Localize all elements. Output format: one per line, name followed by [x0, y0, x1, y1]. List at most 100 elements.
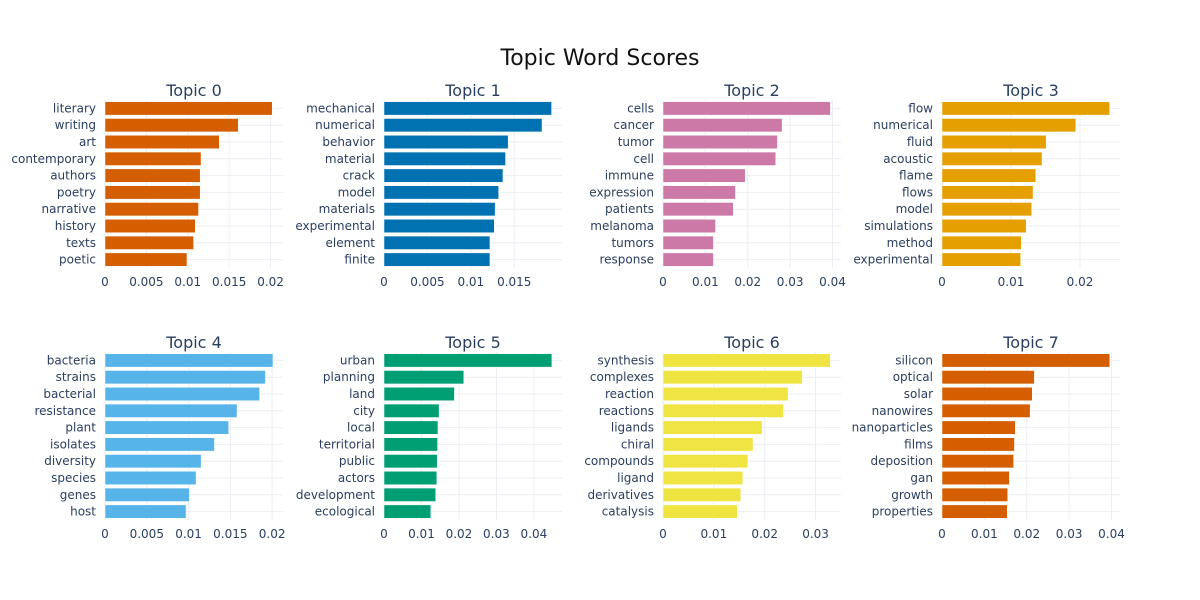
bar: [383, 471, 438, 485]
x-tick-label: 0: [101, 527, 109, 541]
bar: [662, 353, 831, 368]
bar: [662, 370, 803, 385]
x-tick-label: 0.01: [971, 527, 998, 541]
category-label: silicon: [895, 353, 933, 367]
bar: [662, 235, 714, 250]
category-label: material: [325, 152, 375, 166]
category-label: bacteria: [47, 353, 96, 367]
x-tick-label: 0.005: [130, 527, 164, 541]
category-label: species: [51, 471, 96, 485]
bar: [104, 202, 199, 217]
bar: [662, 202, 734, 217]
bar: [104, 353, 274, 368]
bar: [383, 487, 436, 502]
category-label: complexes: [590, 370, 654, 384]
bar: [662, 387, 789, 401]
bar: [104, 437, 215, 452]
bar: [662, 471, 744, 485]
category-label: crack: [343, 169, 375, 183]
x-tick-label: 0.02: [446, 527, 473, 541]
bar: [383, 135, 509, 149]
category-label: experimental: [853, 253, 933, 267]
bar: [941, 387, 1033, 401]
panel-title: Topic 7: [1002, 333, 1059, 352]
category-label: development: [296, 488, 375, 502]
bar: [104, 403, 238, 418]
bar: [383, 504, 432, 519]
category-label: chiral: [621, 437, 654, 451]
bar: [104, 454, 202, 469]
category-label: simulations: [864, 219, 933, 233]
category-label: numerical: [873, 118, 933, 132]
bar: [941, 235, 1022, 250]
category-label: art: [79, 135, 96, 149]
bar: [383, 420, 439, 435]
category-label: reactions: [599, 404, 654, 418]
bar: [662, 185, 736, 200]
bar: [383, 118, 543, 133]
x-tick-label: 0.02: [734, 275, 761, 289]
category-label: ecological: [315, 505, 375, 519]
bar: [662, 135, 778, 149]
category-label: derivatives: [588, 488, 655, 502]
bar: [104, 235, 194, 250]
category-label: contemporary: [11, 152, 96, 166]
bar: [941, 420, 1016, 435]
bar: [941, 135, 1047, 149]
bar: [104, 487, 190, 502]
bar: [104, 168, 201, 183]
category-label: fluid: [907, 135, 933, 149]
bar: [941, 487, 1008, 502]
bar: [383, 151, 506, 166]
category-label: history: [55, 219, 96, 233]
bar: [662, 403, 784, 418]
x-tick-label: 0: [101, 275, 109, 289]
category-label: gan: [910, 471, 933, 485]
panel-title: Topic 5: [444, 333, 501, 352]
bar: [662, 487, 742, 502]
panels: Topic 0 0 0.005 0.01 0.015 0.02 literary writin…: [11, 81, 1124, 541]
category-label: experimental: [295, 219, 375, 233]
category-label: materials: [319, 202, 375, 216]
bar: [383, 202, 496, 217]
category-label: strains: [56, 370, 96, 384]
bar: [941, 202, 1032, 217]
panel-title: Topic 1: [444, 81, 501, 100]
bar: [662, 168, 746, 183]
category-label: writing: [55, 118, 96, 132]
x-tick-label: 0: [380, 275, 388, 289]
x-tick-label: 0: [938, 275, 946, 289]
chart-panel-1: Topic 1 0 0.005 0.01 0.015 mechanical numerica…: [295, 81, 562, 289]
category-label: narrative: [42, 202, 97, 216]
x-tick-label: 0: [659, 275, 667, 289]
category-label: ligands: [611, 421, 654, 435]
category-label: cells: [627, 101, 654, 115]
chart-panel-4: Topic 4 0 0.005 0.01 0.015 0.02 bacteria strain…: [34, 333, 285, 541]
x-tick-label: 0.005: [410, 275, 444, 289]
category-label: reaction: [605, 387, 654, 401]
category-label: expression: [589, 185, 654, 199]
bar: [104, 151, 202, 166]
bar: [662, 219, 716, 233]
x-tick-label: 0.03: [802, 527, 829, 541]
x-tick-label: 0: [659, 527, 667, 541]
category-label: poetry: [57, 185, 96, 199]
chart-panel-2: Topic 2 0 0.01 0.02 0.03 0.04 cells cancer tumor…: [589, 81, 846, 289]
panel-title: Topic 3: [1002, 81, 1059, 100]
category-label: cell: [633, 152, 654, 166]
panel-title: Topic 6: [723, 333, 780, 352]
bar: [941, 471, 1010, 485]
x-tick-label: 0.02: [1067, 275, 1094, 289]
bar: [383, 252, 491, 267]
category-label: catalysis: [602, 505, 654, 519]
bar: [104, 185, 201, 200]
bar: [941, 151, 1043, 166]
x-tick-label: 0.015: [497, 275, 531, 289]
bar: [383, 353, 553, 368]
bar: [104, 370, 266, 385]
category-label: literary: [53, 101, 96, 115]
category-label: texts: [66, 236, 96, 250]
category-label: poetic: [59, 253, 96, 267]
x-tick-label: 0.04: [819, 275, 846, 289]
category-label: compounds: [584, 454, 654, 468]
